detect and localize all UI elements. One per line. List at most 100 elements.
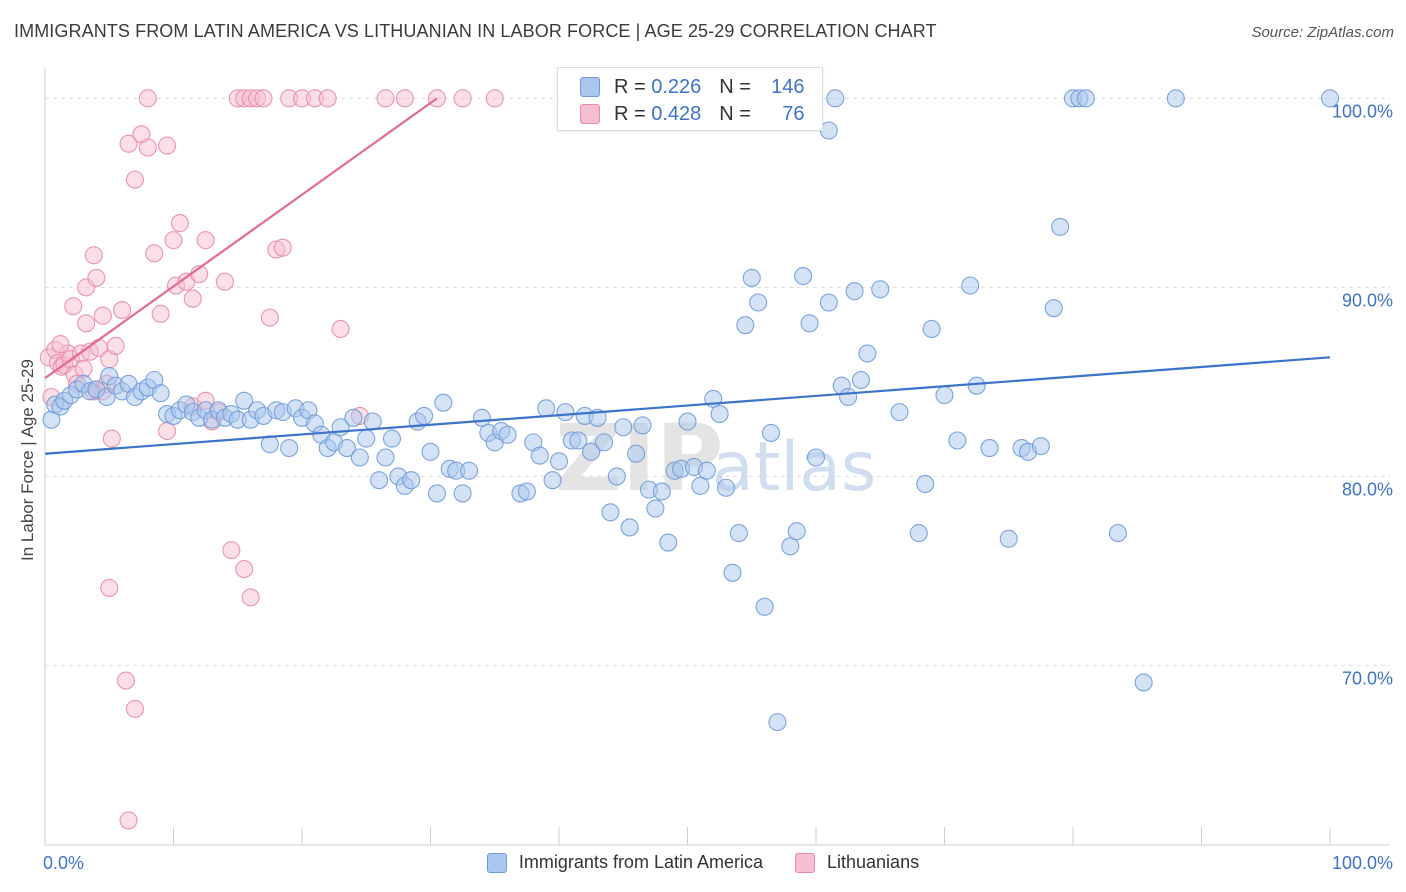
correlation-legend: R = 0.226 N = 146 R = 0.428 N = 76: [557, 67, 823, 131]
latin-america-point: [1134, 673, 1153, 692]
latin-america-point: [652, 482, 671, 501]
legend-row-lithuanians: R = 0.428 N = 76: [580, 101, 805, 127]
lithuanians-point: [183, 289, 202, 308]
latin-america-point: [402, 471, 421, 490]
latin-america-point: [370, 471, 389, 490]
legend-item-latin-america[interactable]: Immigrants from Latin America: [486, 852, 763, 873]
latin-america-point: [890, 403, 909, 422]
latin-america-point: [781, 537, 800, 556]
latin-america-point: [1108, 524, 1128, 543]
lithuanians-point: [64, 297, 83, 316]
latin-america-point: [415, 406, 434, 425]
lithuanians-point: [485, 89, 504, 108]
latin-america-point: [761, 423, 781, 442]
watermark-atlas: atlas: [712, 428, 876, 507]
pink-swatch: [580, 104, 600, 124]
chart-title: IMMIGRANTS FROM LATIN AMERICA VS LITHUAN…: [14, 21, 937, 41]
legend-label: Immigrants from Latin America: [518, 852, 763, 872]
lithuanians-point: [273, 238, 292, 257]
latin-america-point: [633, 416, 652, 435]
latin-america-point: [517, 482, 536, 501]
latin-america-point: [1076, 89, 1095, 108]
latin-america-point: [537, 399, 556, 418]
lithuanians-point: [376, 89, 395, 108]
lithuanians-point: [102, 429, 121, 448]
latin-america-point: [710, 404, 729, 424]
latin-america-point: [549, 452, 569, 471]
lithuanians-point: [125, 699, 144, 718]
latin-america-point: [646, 499, 665, 518]
lithuanians-point: [77, 314, 96, 333]
gridlines: [45, 97, 1390, 666]
lithuanians-point: [100, 578, 119, 597]
latin-america-point: [691, 476, 710, 495]
x-tick-label: 100.0%: [1332, 853, 1393, 873]
latin-america-point: [742, 268, 761, 287]
latin-america-point: [1320, 89, 1340, 108]
lithuanians-point: [116, 671, 136, 690]
lithuanians-point: [51, 335, 70, 354]
latin-america-point: [819, 293, 838, 312]
latin-america-point: [697, 461, 716, 480]
latin-america-point: [453, 484, 472, 503]
lithuanians-point: [74, 359, 93, 378]
lithuanians-point: [84, 246, 103, 265]
lithuanians-point: [125, 170, 144, 189]
lithuanians-point: [113, 301, 132, 320]
lithuanians-point: [138, 89, 157, 108]
latin-america-point: [787, 522, 806, 541]
pink-swatch: [795, 852, 815, 873]
latin-america-point: [858, 344, 877, 363]
latin-america-point: [967, 376, 986, 395]
latin-america-point: [755, 597, 774, 616]
latin-america-point: [851, 370, 871, 390]
trendlines: [44, 97, 1331, 455]
latin-america-point: [678, 412, 697, 431]
latin-america-point: [768, 713, 787, 732]
blue-swatch: [486, 852, 507, 873]
lithuanians-point: [235, 559, 254, 579]
latin-america-point: [337, 438, 357, 458]
latin-america-points: [42, 89, 1340, 732]
lithuanians-point: [260, 308, 279, 327]
latin-america-point: [382, 429, 402, 448]
lithuanians-point: [453, 89, 472, 108]
latin-america-point: [363, 412, 382, 431]
latin-america-point: [530, 446, 549, 465]
latin-america-point: [1044, 299, 1063, 318]
lithuanians-point: [222, 541, 241, 560]
latin-america-point: [826, 89, 845, 108]
latin-america-point: [659, 533, 678, 552]
legend-item-lithuanians[interactable]: Lithuanians: [795, 852, 919, 873]
latin-america-point: [729, 524, 748, 543]
latin-america-point: [620, 518, 639, 537]
latin-america-point: [421, 442, 440, 461]
latin-america-point: [350, 448, 369, 467]
latin-america-point: [582, 442, 601, 461]
latin-america-point: [999, 529, 1018, 548]
lithuanians-point: [395, 89, 414, 108]
lithuanians-point: [170, 214, 189, 233]
latin-america-point: [1166, 89, 1185, 108]
lithuanians-point: [119, 811, 138, 830]
latin-america-point: [961, 276, 980, 295]
latin-america-point: [1031, 437, 1050, 456]
axes: [44, 68, 1390, 846]
latin-america-point: [344, 408, 363, 427]
lithuanians-point: [151, 304, 170, 323]
lithuanians-point: [87, 268, 106, 287]
latin-america-point: [723, 563, 742, 582]
y-tick-label: 100.0%: [1332, 101, 1393, 121]
lithuanians-points: [39, 89, 504, 830]
n-value: 76: [782, 102, 805, 125]
latin-america-point: [794, 266, 813, 286]
x-tick-label: 0.0%: [43, 853, 84, 873]
lithuanians-point: [158, 421, 177, 441]
lithuanians-point: [93, 306, 112, 325]
latin-america-point: [607, 467, 626, 486]
lithuanians-point: [215, 272, 234, 291]
latin-america-point: [459, 461, 479, 480]
latin-america-point: [716, 478, 736, 497]
lithuanians-point: [145, 244, 164, 263]
